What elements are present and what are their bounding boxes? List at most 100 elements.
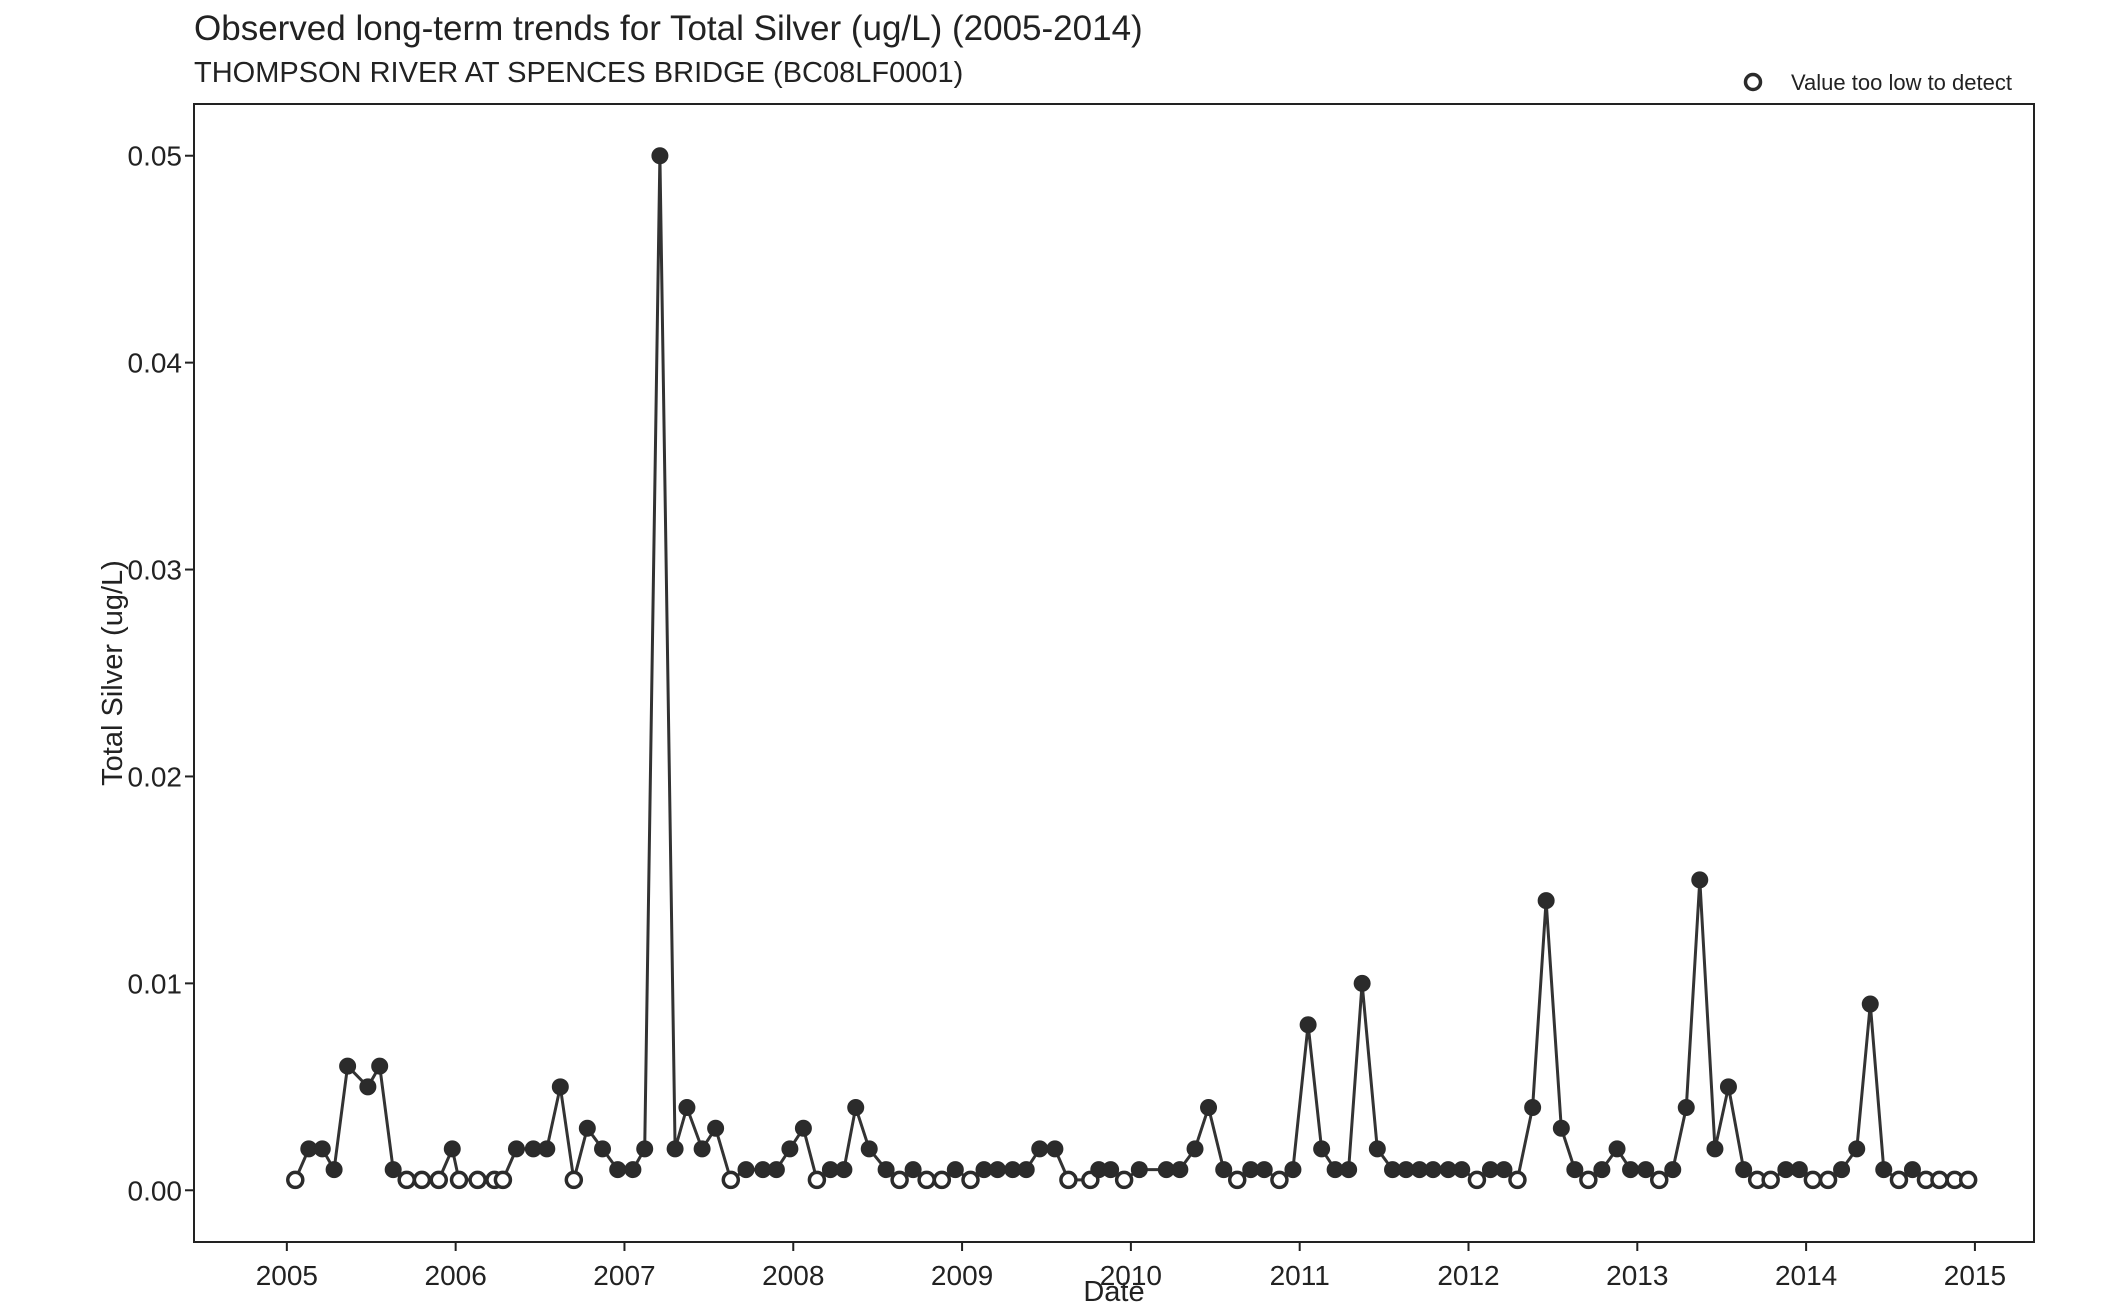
data-point: [946, 1161, 964, 1179]
point-below-detection: [890, 1170, 909, 1190]
data-point: [1186, 1140, 1204, 1158]
data-point: [1453, 1161, 1471, 1179]
y-axis-title: Total Silver (ug/L): [97, 560, 129, 786]
data-point: [594, 1140, 612, 1158]
x-tick-label: 2008: [762, 1260, 824, 1291]
x-tick-label: 2010: [1100, 1260, 1162, 1291]
data-point: [1424, 1161, 1442, 1179]
point-below-detection: [397, 1170, 416, 1190]
data-point: [1255, 1161, 1273, 1179]
x-axis: 2005 2006 2007 2008 2009 2010 2011 2012 2013 2014…: [256, 1242, 2006, 1291]
data-point: [1495, 1161, 1513, 1179]
point-below-detection: [1818, 1170, 1838, 1190]
data-point: [1200, 1099, 1218, 1117]
data-point: [1566, 1161, 1584, 1179]
data-point: [693, 1140, 711, 1158]
data-point: [1719, 1078, 1737, 1096]
y-tick-label: 0.03: [128, 555, 183, 586]
data-point: [1046, 1140, 1064, 1158]
y-tick-label: 0.04: [128, 348, 183, 379]
point-below-detection: [1761, 1170, 1780, 1190]
point-below-detection: [1803, 1170, 1823, 1190]
data-point: [551, 1078, 569, 1096]
point-below-detection: [1227, 1170, 1247, 1190]
x-tick-label: 2014: [1775, 1260, 1837, 1291]
data-point: [707, 1119, 725, 1137]
data-point: [325, 1161, 343, 1179]
point-below-detection: [1889, 1170, 1909, 1190]
point-below-detection: [1649, 1170, 1669, 1190]
data-point: [1691, 871, 1709, 889]
y-tick-label: 0.02: [128, 761, 183, 792]
x-tick-label: 2013: [1606, 1260, 1668, 1291]
data-point: [737, 1161, 755, 1179]
point-below-detection: [1059, 1170, 1078, 1190]
data-point: [1102, 1161, 1120, 1179]
data-point: [1608, 1140, 1626, 1158]
data-point: [1524, 1099, 1542, 1117]
point-below-detection: [1467, 1170, 1487, 1190]
point-below-detection: [1579, 1170, 1598, 1190]
data-point: [651, 147, 669, 165]
data-point: [1833, 1161, 1851, 1179]
data-point: [1340, 1161, 1358, 1179]
x-axis-title: Date: [1083, 1276, 1144, 1308]
point-below-detection: [961, 1170, 980, 1190]
data-point: [678, 1099, 696, 1117]
point-below-detection: [1930, 1170, 1949, 1190]
point-below-detection: [807, 1170, 827, 1190]
y-tick-label: 0.01: [128, 968, 183, 999]
y-tick-label: 0.00: [128, 1175, 183, 1206]
data-point: [624, 1161, 642, 1179]
data-point: [1171, 1161, 1189, 1179]
x-tick-label: 2009: [931, 1260, 993, 1291]
plot-frame: [193, 103, 2035, 1243]
legend: Value too low to detect: [1743, 70, 2012, 95]
data-point: [636, 1140, 654, 1158]
data-point: [1790, 1161, 1808, 1179]
data-point: [835, 1161, 853, 1179]
data-point: [781, 1140, 799, 1158]
series-line: [293, 154, 1969, 1182]
data-point: [507, 1140, 525, 1158]
y-axis: 0.00 0.01 0.02 0.03 0.04 0.05: [128, 141, 194, 1206]
data-point: [989, 1161, 1007, 1179]
x-tick-label: 2011: [1270, 1260, 1330, 1291]
point-below-detection: [917, 1170, 936, 1190]
data-point: [1552, 1119, 1570, 1137]
data-point: [877, 1161, 895, 1179]
point-below-detection: [721, 1170, 741, 1190]
point-below-detection: [286, 1170, 305, 1190]
data-point: [1861, 995, 1879, 1013]
data-point: [1706, 1140, 1724, 1158]
data-point: [371, 1057, 389, 1075]
point-below-detection: [449, 1170, 469, 1190]
data-point: [443, 1140, 461, 1158]
data-point: [1353, 974, 1371, 992]
point-below-detection: [412, 1170, 432, 1190]
data-point: [847, 1099, 865, 1117]
data-point: [1622, 1161, 1640, 1179]
data-point: [666, 1140, 684, 1158]
data-point: [1215, 1161, 1233, 1179]
data-point: [860, 1140, 878, 1158]
data-point: [609, 1161, 627, 1179]
data-point: [1537, 892, 1555, 910]
y-tick-label: 0.05: [128, 141, 183, 172]
data-point: [1903, 1161, 1921, 1179]
data-point: [1735, 1161, 1753, 1179]
point-below-detection: [493, 1170, 513, 1190]
point-below-detection: [1508, 1170, 1527, 1190]
point-below-detection: [468, 1170, 487, 1190]
data-point: [359, 1078, 377, 1096]
point-below-detection: [932, 1170, 952, 1190]
data-point: [1130, 1161, 1148, 1179]
point-below-detection: [1114, 1170, 1134, 1190]
data-point: [904, 1161, 922, 1179]
point-below-detection: [1958, 1170, 1978, 1190]
data-point: [1313, 1140, 1331, 1158]
data-point: [767, 1161, 785, 1179]
x-tick-label: 2012: [1437, 1260, 1499, 1291]
data-point: [794, 1119, 812, 1137]
